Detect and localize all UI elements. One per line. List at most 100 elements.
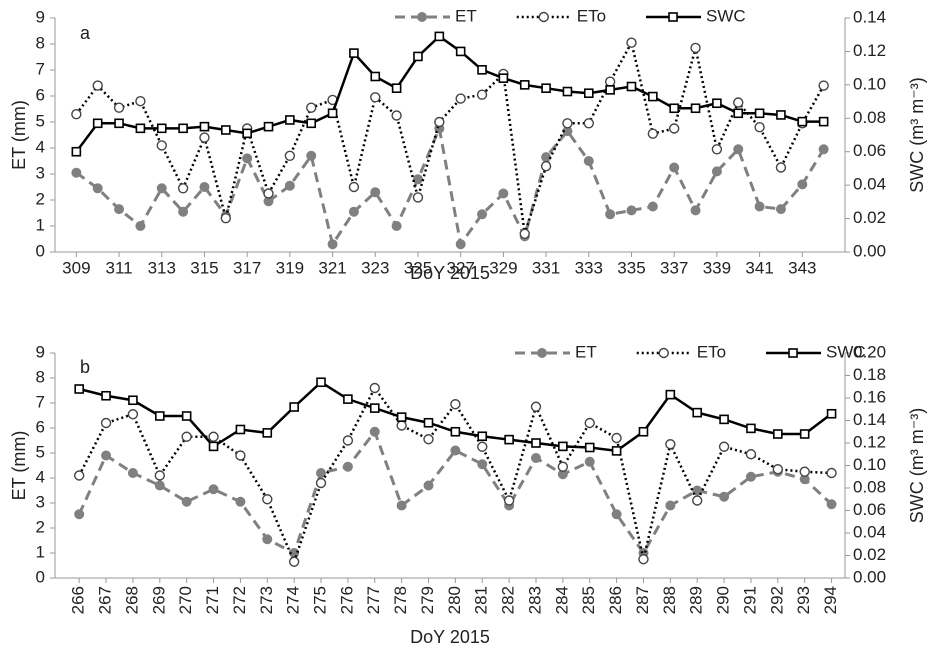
marker xyxy=(396,412,407,422)
marker xyxy=(289,402,299,412)
x-tick-label: 285 xyxy=(579,586,598,614)
series-line xyxy=(75,39,825,235)
series-line xyxy=(75,123,825,248)
marker xyxy=(775,204,786,215)
marker xyxy=(412,192,424,203)
marker xyxy=(799,466,810,477)
y-tick-label: 3 xyxy=(36,492,45,511)
x-tick-label: 273 xyxy=(257,586,276,614)
marker xyxy=(434,116,445,128)
marker xyxy=(113,102,125,113)
x-tick-label: 294 xyxy=(821,586,840,614)
marker xyxy=(519,228,530,240)
marker xyxy=(450,445,461,456)
y-tick-label: 8 xyxy=(36,33,45,52)
marker xyxy=(208,431,219,442)
legend-marker xyxy=(658,347,669,359)
marker xyxy=(156,140,167,151)
marker xyxy=(455,46,466,57)
marker xyxy=(711,144,723,155)
marker xyxy=(754,121,765,133)
marker xyxy=(316,468,327,478)
marker xyxy=(127,468,138,478)
marker xyxy=(262,534,273,545)
marker xyxy=(423,417,434,428)
x-tick-label: 325 xyxy=(404,258,432,277)
marker xyxy=(128,395,138,406)
y2-tick-label: 0.06 xyxy=(853,141,886,160)
x-tick-label: 271 xyxy=(203,586,222,614)
marker xyxy=(199,132,210,143)
panel-label: a xyxy=(80,23,91,43)
x-tick-label: 337 xyxy=(660,258,688,277)
marker xyxy=(369,403,380,413)
marker xyxy=(285,115,295,125)
marker xyxy=(611,509,622,520)
x-tick-label: 309 xyxy=(62,258,90,277)
marker xyxy=(208,484,219,495)
marker xyxy=(733,144,744,155)
marker xyxy=(519,80,530,90)
marker xyxy=(638,426,649,437)
x-tick-label: 269 xyxy=(149,586,168,614)
marker xyxy=(114,118,124,129)
x-tick-label: 329 xyxy=(489,258,517,277)
marker xyxy=(745,449,757,460)
marker xyxy=(391,83,402,93)
marker xyxy=(772,464,784,475)
series-line xyxy=(75,34,824,153)
marker xyxy=(423,480,434,491)
marker xyxy=(306,150,317,161)
legend-label: SWC xyxy=(706,6,746,25)
x-tick-label: 267 xyxy=(96,586,115,614)
marker xyxy=(370,71,381,82)
legend-label: ET xyxy=(575,342,597,361)
marker xyxy=(583,88,594,99)
legend-label: ET xyxy=(455,6,477,25)
marker xyxy=(156,123,167,134)
marker xyxy=(826,408,837,419)
x-tick-label: 283 xyxy=(525,586,544,614)
y2-tick-label: 0.04 xyxy=(853,522,886,541)
x-tick-label: 281 xyxy=(472,586,491,614)
marker xyxy=(530,401,542,412)
marker xyxy=(92,118,103,129)
y2-tick-label: 0.02 xyxy=(853,208,886,227)
y-axis-title: ET (mm) xyxy=(9,100,29,170)
marker xyxy=(220,212,232,224)
x-tick-label: 335 xyxy=(617,258,645,277)
marker xyxy=(284,150,296,162)
y-tick-label: 8 xyxy=(36,367,45,386)
marker xyxy=(498,73,509,83)
y2-tick-label: 0.08 xyxy=(853,477,886,496)
marker xyxy=(101,390,111,401)
marker xyxy=(316,377,326,388)
x-tick-label: 274 xyxy=(284,586,303,614)
marker xyxy=(92,183,103,194)
y2-tick-label: 0.00 xyxy=(853,567,886,586)
marker xyxy=(818,144,829,155)
marker xyxy=(154,470,165,481)
y2-tick-label: 0.12 xyxy=(853,41,886,60)
y2-tick-label: 0.10 xyxy=(853,455,886,474)
x-tick-label: 278 xyxy=(391,586,410,614)
x-tick-label: 331 xyxy=(532,258,560,277)
marker xyxy=(235,450,246,461)
marker xyxy=(647,201,658,212)
marker xyxy=(605,209,616,220)
marker xyxy=(668,123,680,134)
marker xyxy=(135,95,146,107)
legend-marker xyxy=(538,11,549,23)
marker xyxy=(154,411,165,421)
marker xyxy=(135,221,146,231)
marker xyxy=(611,432,622,444)
marker xyxy=(342,435,354,446)
y-tick-label: 4 xyxy=(36,137,45,156)
marker xyxy=(754,108,765,119)
y2-tick-label: 0.04 xyxy=(853,175,886,194)
marker xyxy=(476,89,488,100)
marker xyxy=(369,426,380,437)
marker xyxy=(562,118,573,129)
y-tick-label: 0 xyxy=(36,241,45,260)
